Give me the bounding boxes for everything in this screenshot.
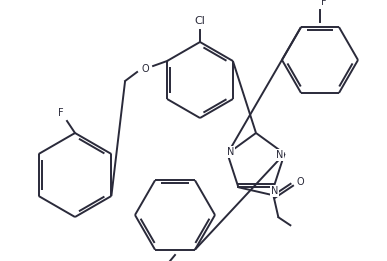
Text: F: F [58,108,64,118]
Text: N: N [276,150,283,160]
Text: O: O [296,177,304,187]
Text: Cl: Cl [195,16,205,26]
Text: N: N [271,186,278,196]
Text: F: F [321,0,327,7]
Text: O: O [141,64,149,74]
Text: N: N [227,147,234,157]
